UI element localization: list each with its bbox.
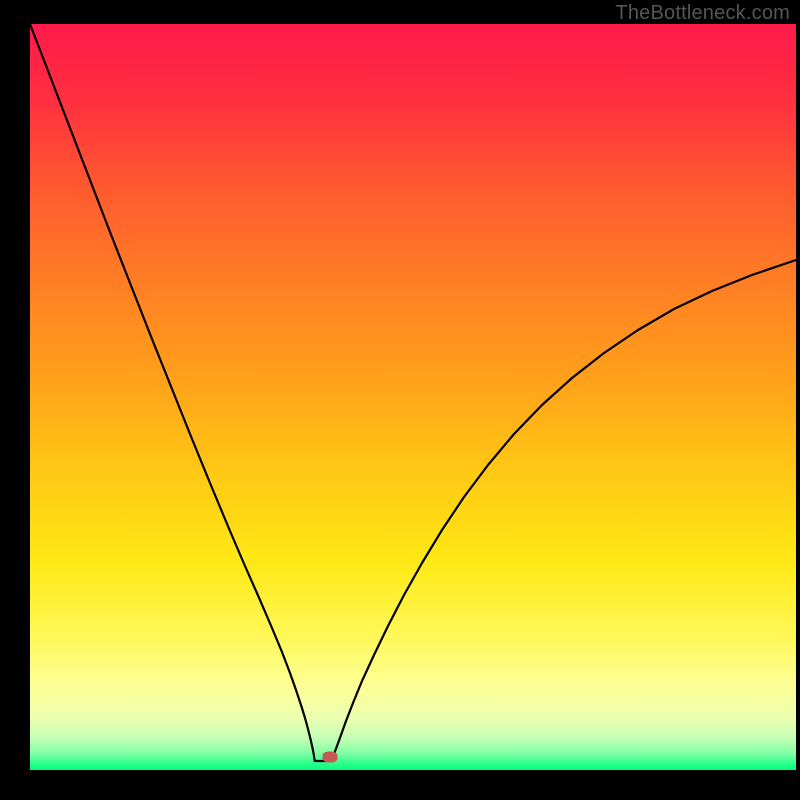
optimum-marker <box>323 752 338 763</box>
watermark-text: TheBottleneck.com <box>615 2 790 25</box>
curve-path <box>30 24 796 761</box>
bottleneck-curve <box>30 24 796 770</box>
plot-area <box>30 24 796 770</box>
